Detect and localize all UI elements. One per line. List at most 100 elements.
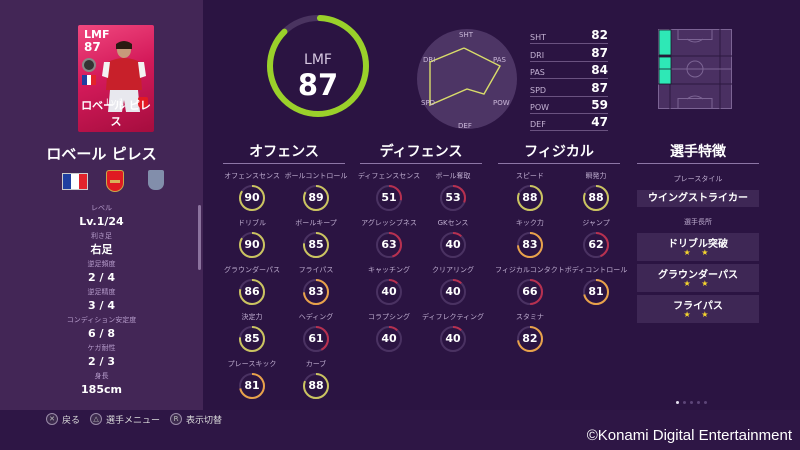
stat-value: 90 bbox=[244, 191, 260, 204]
stat-label: ボディコントロール bbox=[564, 266, 628, 274]
stat-value: 61 bbox=[308, 332, 324, 345]
page-dot[interactable] bbox=[690, 401, 693, 404]
stat-label: GKセンス bbox=[437, 219, 469, 227]
info-label-form: コンディション安定度 bbox=[66, 316, 137, 324]
radar-label-pas: PAS bbox=[493, 56, 507, 64]
physical-title: フィジカル bbox=[498, 142, 620, 164]
ability-summary-list: SHT 82 DRI 87 PAS 84 SPD 87 POW 59 DEF 47 bbox=[530, 27, 608, 132]
skill-item: ドリブル突破 ★ ★ bbox=[637, 233, 759, 261]
stat-label: クリアリング bbox=[432, 266, 474, 274]
stat-cell: スピード 88 bbox=[495, 170, 565, 217]
star-rating-icon: ★ ★ bbox=[683, 310, 713, 319]
star-rating-icon: ★ ★ bbox=[683, 248, 713, 257]
defense-title: ディフェンス bbox=[360, 142, 482, 164]
info-value-level: Lv.1/24 bbox=[79, 215, 124, 228]
stat-value: 62 bbox=[588, 238, 604, 251]
card-level: Lv.1 bbox=[106, 98, 125, 108]
info-value-weak-foot-accuracy: 3 / 4 bbox=[88, 299, 115, 312]
back-hint[interactable]: ✕ 戻る bbox=[46, 413, 80, 426]
stat-label: ヘディング bbox=[298, 313, 334, 321]
stat-ring: 85 bbox=[302, 231, 330, 259]
stat-label: ボールコントロール bbox=[284, 172, 348, 180]
cross-button-icon: ✕ bbox=[46, 413, 58, 425]
stat-value: 84 bbox=[591, 63, 608, 78]
stat-cell: コラプシング 40 bbox=[357, 311, 421, 358]
stat-label: オフェンスセンス bbox=[224, 172, 280, 180]
stat-value: 40 bbox=[381, 332, 397, 345]
stat-row-sht: SHT 82 bbox=[530, 27, 608, 45]
stat-value: 81 bbox=[244, 379, 260, 392]
skill-name: ドリブル突破 bbox=[668, 239, 728, 250]
stat-label: プレースキック bbox=[227, 360, 277, 368]
info-value-form: 6 / 8 bbox=[88, 327, 115, 340]
stat-cell: フライパス 83 bbox=[284, 264, 348, 311]
page-dot[interactable] bbox=[704, 401, 707, 404]
stat-ring: 88 bbox=[516, 184, 544, 212]
stat-value: 40 bbox=[381, 285, 397, 298]
arsenal-crest-icon bbox=[106, 170, 124, 192]
skill-name: グラウンダーパス bbox=[658, 270, 738, 281]
stat-cell: スタミナ 82 bbox=[495, 311, 565, 358]
stat-cell: グラウンダーパス 86 bbox=[220, 264, 284, 311]
stat-key: DEF bbox=[530, 120, 546, 130]
stat-label: フィジカルコンタクト bbox=[495, 266, 565, 274]
stat-row-def: DEF 47 bbox=[530, 114, 608, 132]
button-hints: ✕ 戻る △ 選手メニュー R 表示切替 bbox=[46, 412, 226, 426]
player-card[interactable]: LMF 87 Lv.1 ロベール ピレス bbox=[78, 25, 154, 132]
ability-radar-chart: SHT PAS POW DEF SPD DRI bbox=[413, 25, 521, 133]
stat-key: PAS bbox=[530, 68, 545, 78]
player-menu-hint[interactable]: △ 選手メニュー bbox=[90, 413, 160, 426]
info-value-foot: 右足 bbox=[90, 243, 113, 256]
stat-ring: 40 bbox=[439, 325, 467, 353]
stat-ring: 86 bbox=[238, 278, 266, 306]
info-label-level: レベル bbox=[91, 204, 112, 212]
toggle-view-hint[interactable]: R 表示切替 bbox=[170, 413, 222, 426]
stat-ring: 40 bbox=[375, 325, 403, 353]
stat-ring: 90 bbox=[238, 231, 266, 259]
page-indicator[interactable] bbox=[676, 401, 707, 404]
player-traits-section: 選手特徴 プレースタイル ウイングストライカー 選手長所 ドリブル突破 ★ ★ … bbox=[634, 142, 762, 323]
arsenal-crest-icon bbox=[138, 97, 148, 109]
skill-item: フライパス ★ ★ bbox=[637, 295, 759, 323]
stat-value: 83 bbox=[308, 285, 324, 298]
player-info-list: レベル Lv.1/24 利き足 右足 逆足頻度 2 / 4 逆足精度 3 / 4… bbox=[0, 204, 203, 400]
stat-ring: 63 bbox=[375, 231, 403, 259]
info-label-weak-foot-usage: 逆足頻度 bbox=[87, 260, 116, 268]
stat-value: 85 bbox=[308, 238, 324, 251]
offense-section: オフェンス オフェンスセンス 90 ボールコントロール 89 ドリブル 90 ボールキ… bbox=[220, 142, 348, 405]
info-value-height: 185cm bbox=[81, 383, 122, 396]
stat-cell: カーブ 88 bbox=[284, 358, 348, 405]
stat-ring: 62 bbox=[582, 231, 610, 259]
stat-ring: 81 bbox=[238, 372, 266, 400]
stat-value: 40 bbox=[445, 238, 461, 251]
traits-title: 選手特徴 bbox=[637, 142, 759, 164]
radar-label-pow: POW bbox=[493, 99, 510, 107]
card-player-name: ロベール ピレス bbox=[81, 99, 151, 128]
stat-value: 88 bbox=[308, 379, 324, 392]
legend-badge-icon bbox=[82, 58, 96, 72]
stat-row-dri: DRI 87 bbox=[530, 44, 608, 62]
star-rating-icon: ★ ★ bbox=[683, 279, 713, 288]
stat-ring: 90 bbox=[238, 184, 266, 212]
overall-value: 87 bbox=[297, 68, 339, 102]
physical-stats-grid: スピード 88 瞬発力 88 キック力 83 ジャンプ 62 フィジカルコンタクト 66… bbox=[495, 170, 627, 358]
stat-value: 89 bbox=[308, 191, 324, 204]
stat-ring: 88 bbox=[582, 184, 610, 212]
card-position: LMF bbox=[84, 28, 110, 41]
stat-value: 88 bbox=[522, 191, 538, 204]
stat-cell: キック力 83 bbox=[495, 217, 565, 264]
stat-ring: 66 bbox=[516, 278, 544, 306]
stat-cell: ディフェンスセンス 51 bbox=[357, 170, 421, 217]
page-dot[interactable] bbox=[683, 401, 686, 404]
stat-key: SHT bbox=[530, 33, 546, 43]
page-dot[interactable] bbox=[697, 401, 700, 404]
info-label-injury-resistance: ケガ耐性 bbox=[87, 344, 116, 352]
stat-label: ジャンプ bbox=[582, 219, 610, 227]
info-value-injury-resistance: 2 / 3 bbox=[88, 355, 115, 368]
sidebar-scrollbar[interactable] bbox=[198, 205, 201, 270]
stat-cell: ヘディング 61 bbox=[284, 311, 348, 358]
stat-value: 82 bbox=[522, 332, 538, 345]
stat-value: 86 bbox=[244, 285, 260, 298]
page-dot[interactable] bbox=[676, 401, 679, 404]
stat-label: フライパス bbox=[298, 266, 334, 274]
